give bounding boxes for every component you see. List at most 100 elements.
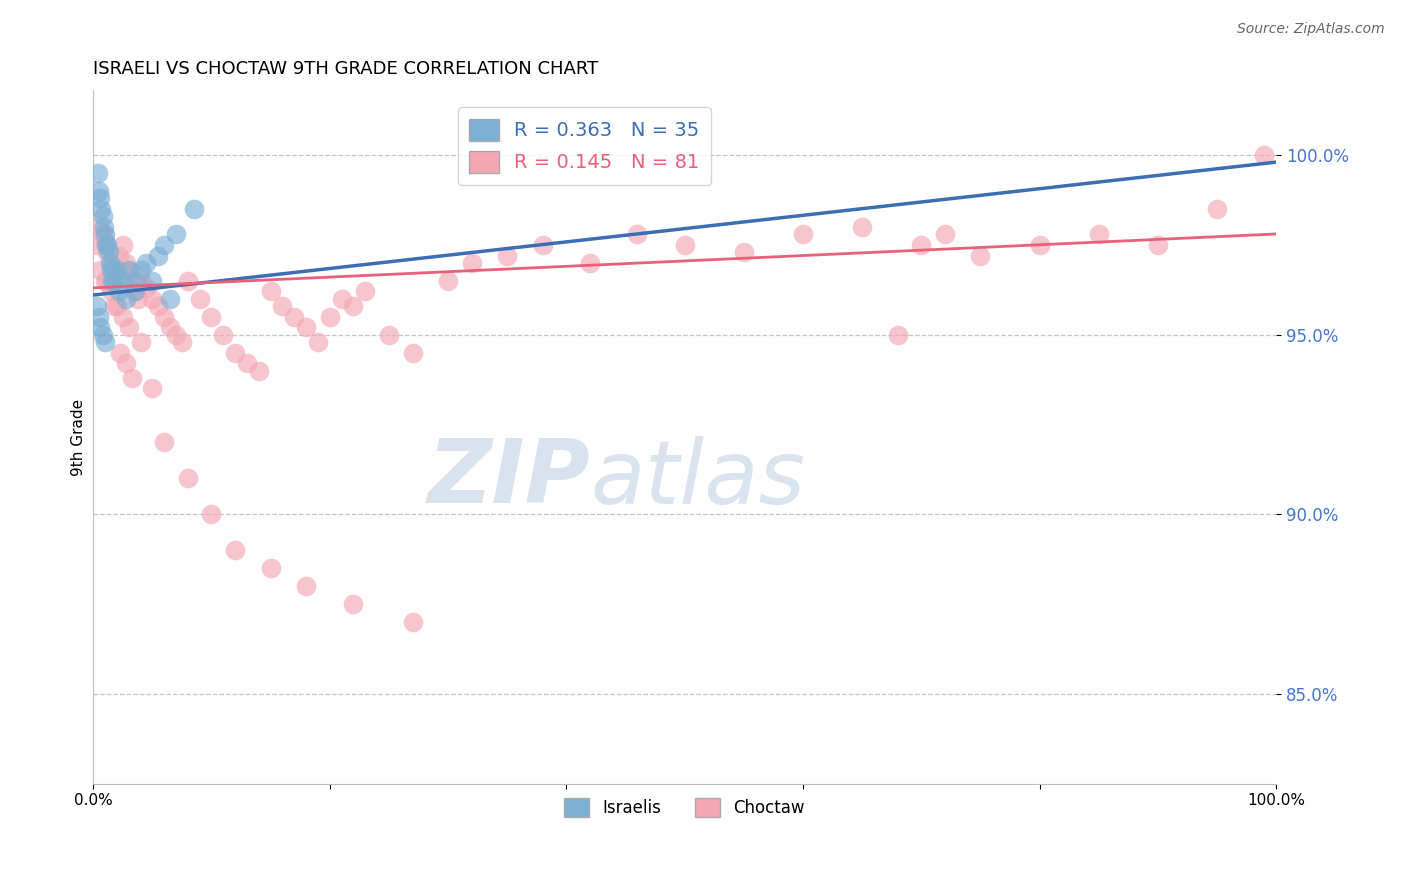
Point (101, 274, 124, 288)
Point (97, 244, 120, 259)
Point (105, 299, 128, 313)
Point (271, 299, 294, 313)
Point (91, 327, 114, 342)
Point (1028, 237, 1050, 252)
Point (90, 202, 112, 216)
Point (89, 320, 111, 334)
Point (87, 219, 110, 234)
Point (124, 274, 146, 288)
Point (354, 285, 377, 299)
Point (212, 327, 235, 342)
Point (259, 561, 281, 575)
Point (103, 263, 125, 277)
Point (378, 327, 401, 342)
Point (159, 292, 181, 306)
Point (110, 345, 132, 359)
Point (886, 327, 908, 342)
Point (1253, 148, 1275, 162)
Point (1206, 202, 1229, 216)
Point (153, 310, 176, 324)
Point (118, 263, 141, 277)
Point (934, 227, 956, 241)
Point (188, 292, 211, 306)
Point (94, 234, 117, 248)
Point (165, 227, 187, 241)
Text: atlas: atlas (591, 435, 804, 522)
Point (124, 285, 146, 299)
Point (108, 285, 131, 299)
Point (496, 248, 519, 262)
Point (437, 274, 460, 288)
Point (87, 310, 110, 324)
Point (118, 320, 141, 334)
Point (105, 263, 128, 277)
Legend: Israelis, Choctaw: Israelis, Choctaw (558, 791, 811, 824)
Point (183, 202, 205, 216)
Text: ZIP: ZIP (427, 435, 591, 522)
Point (1087, 227, 1109, 241)
Point (307, 334, 329, 349)
Point (792, 227, 814, 241)
Point (247, 363, 270, 377)
Point (129, 263, 152, 277)
Point (200, 508, 222, 522)
Text: Source: ZipAtlas.com: Source: ZipAtlas.com (1237, 22, 1385, 37)
Point (170, 334, 193, 349)
Point (283, 310, 305, 324)
Point (100, 285, 122, 299)
Point (148, 248, 170, 262)
Point (141, 292, 163, 306)
Point (118, 263, 141, 277)
Point (100, 263, 122, 277)
Point (94, 227, 117, 241)
Point (531, 237, 554, 252)
Point (135, 256, 157, 270)
Point (401, 345, 423, 359)
Point (851, 219, 873, 234)
Point (127, 292, 149, 306)
Point (401, 615, 423, 629)
Point (111, 274, 134, 288)
Y-axis label: 9th Grade: 9th Grade (72, 399, 86, 475)
Point (100, 256, 122, 270)
Point (94, 334, 117, 349)
Point (89, 191, 111, 205)
Point (626, 227, 648, 241)
Point (111, 310, 134, 324)
Point (86, 237, 108, 252)
Point (969, 248, 991, 262)
Point (342, 299, 364, 313)
Point (103, 263, 125, 277)
Point (87, 166, 110, 180)
Point (93, 219, 115, 234)
Point (153, 435, 176, 450)
Point (91, 227, 114, 241)
Point (461, 256, 484, 270)
Point (87, 184, 110, 198)
Point (319, 310, 342, 324)
Point (96, 244, 118, 259)
Point (103, 299, 125, 313)
Point (330, 292, 353, 306)
Point (120, 274, 142, 288)
Point (141, 382, 163, 396)
Point (111, 237, 134, 252)
Point (96, 237, 118, 252)
Point (86, 299, 108, 313)
Point (259, 285, 281, 299)
Point (108, 248, 131, 262)
Point (165, 327, 187, 342)
Point (103, 274, 125, 288)
Point (673, 237, 696, 252)
Point (153, 237, 176, 252)
Point (177, 274, 200, 288)
Point (1146, 237, 1168, 252)
Point (96, 237, 118, 252)
Point (295, 320, 318, 334)
Point (910, 237, 932, 252)
Point (342, 597, 364, 611)
Point (98, 256, 121, 270)
Point (115, 256, 138, 270)
Point (129, 334, 152, 349)
Point (148, 299, 170, 313)
